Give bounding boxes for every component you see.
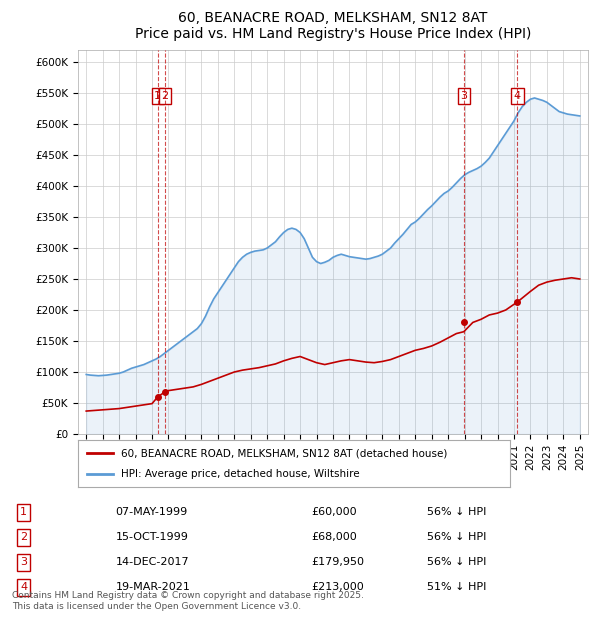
Text: 4: 4 bbox=[514, 91, 521, 100]
Text: 2: 2 bbox=[161, 91, 169, 100]
Text: 56% ↓ HPI: 56% ↓ HPI bbox=[427, 533, 486, 542]
Text: HPI: Average price, detached house, Wiltshire: HPI: Average price, detached house, Wilt… bbox=[121, 469, 360, 479]
Text: 51% ↓ HPI: 51% ↓ HPI bbox=[427, 582, 486, 592]
Text: £68,000: £68,000 bbox=[311, 533, 357, 542]
Text: 1: 1 bbox=[154, 91, 161, 100]
Text: 14-DEC-2017: 14-DEC-2017 bbox=[116, 557, 190, 567]
Text: Contains HM Land Registry data © Crown copyright and database right 2025.
This d: Contains HM Land Registry data © Crown c… bbox=[12, 591, 364, 611]
Text: 60, BEANACRE ROAD, MELKSHAM, SN12 8AT (detached house): 60, BEANACRE ROAD, MELKSHAM, SN12 8AT (d… bbox=[121, 448, 448, 458]
Title: 60, BEANACRE ROAD, MELKSHAM, SN12 8AT
Price paid vs. HM Land Registry's House Pr: 60, BEANACRE ROAD, MELKSHAM, SN12 8AT Pr… bbox=[135, 11, 531, 42]
Text: £213,000: £213,000 bbox=[311, 582, 364, 592]
Text: 56% ↓ HPI: 56% ↓ HPI bbox=[427, 507, 486, 518]
Text: 1: 1 bbox=[20, 507, 27, 518]
Text: 15-OCT-1999: 15-OCT-1999 bbox=[116, 533, 188, 542]
Text: 4: 4 bbox=[20, 582, 27, 592]
Text: 19-MAR-2021: 19-MAR-2021 bbox=[116, 582, 191, 592]
Text: £60,000: £60,000 bbox=[311, 507, 357, 518]
Text: £179,950: £179,950 bbox=[311, 557, 365, 567]
Text: 3: 3 bbox=[20, 557, 27, 567]
Text: 56% ↓ HPI: 56% ↓ HPI bbox=[427, 557, 486, 567]
Text: 07-MAY-1999: 07-MAY-1999 bbox=[116, 507, 188, 518]
Text: 3: 3 bbox=[460, 91, 467, 100]
Text: 2: 2 bbox=[20, 533, 27, 542]
